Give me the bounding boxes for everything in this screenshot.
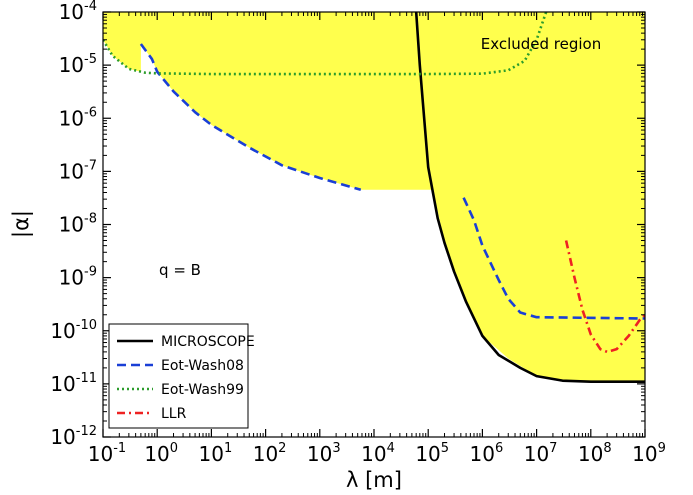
series-line-eot-wash99 <box>103 12 548 76</box>
series-line-llr <box>564 240 645 354</box>
x-tick-label: 108 <box>578 441 612 466</box>
y-tick-label: 10-12 <box>50 424 97 449</box>
x-tick-label: 10-1 <box>88 441 126 466</box>
y-tick-label: 10-10 <box>50 318 97 343</box>
y-tick-label: 10-11 <box>50 371 97 396</box>
x-axis-label: λ [m] <box>346 468 402 492</box>
excluded-region-upper <box>103 12 437 190</box>
y-axis-label: |α| <box>9 210 34 238</box>
y-tick-label: 10-8 <box>59 212 97 237</box>
x-tick-label: 103 <box>307 441 341 466</box>
excluded-region-label: Excluded region <box>481 35 602 53</box>
y-tick-label: 10-6 <box>59 105 97 130</box>
x-tick-label: 105 <box>415 441 449 466</box>
y-tick-label: 10-5 <box>59 52 97 77</box>
ticks-layer <box>102 11 646 438</box>
series-line-eot-wash08 <box>139 43 362 192</box>
x-tick-label: 102 <box>253 441 287 466</box>
labels-layer: 10-1 100 101 102 103 104 105 106 107 108 109 10-12 1… <box>50 0 666 466</box>
x-tick-label: 109 <box>632 441 666 466</box>
series-layer <box>103 12 645 383</box>
y-tick-label: 10-7 <box>59 158 97 183</box>
legend: MICROSCOPE Eot-Wash08 Eot-Wash99 LLR <box>108 323 255 429</box>
legend-label: Eot-Wash99 <box>161 382 244 398</box>
x-tick-label: 104 <box>361 441 395 466</box>
excluded-region <box>103 12 645 382</box>
legend-label: LLR <box>161 406 187 422</box>
legend-label: Eot-Wash08 <box>161 358 244 374</box>
x-tick-label: 106 <box>470 441 504 466</box>
y-tick-label: 10-9 <box>59 265 97 290</box>
region-layer <box>103 12 645 382</box>
x-tick-label: 100 <box>144 441 178 466</box>
y-tick-label: 10-4 <box>59 0 97 24</box>
series-line-eot-wash08-2 <box>462 197 645 320</box>
legend-label: MICROSCOPE <box>161 334 255 350</box>
x-tick-label: 107 <box>524 441 558 466</box>
series-line-microscope <box>414 12 645 383</box>
q-label: q = B <box>159 261 201 279</box>
x-tick-label: 101 <box>199 441 233 466</box>
